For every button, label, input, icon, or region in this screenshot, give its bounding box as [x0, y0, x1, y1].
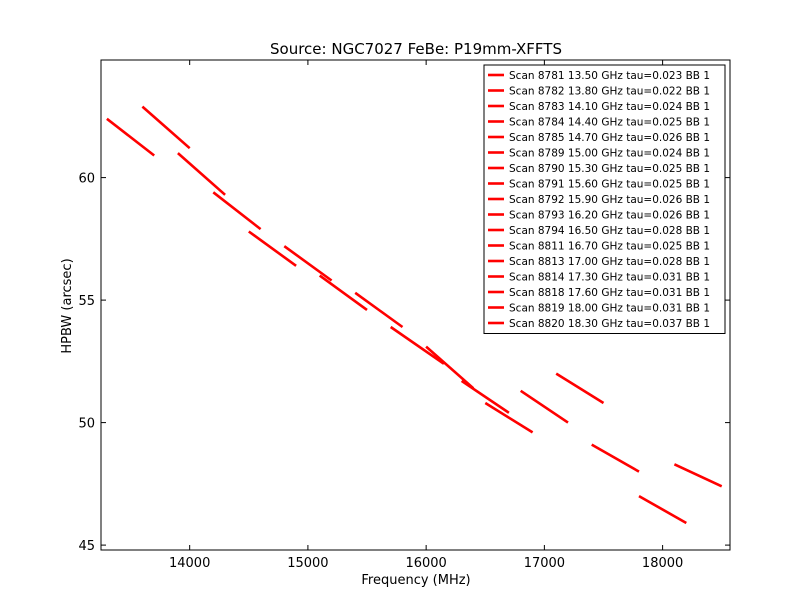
legend-entry-14: Scan 8818 17.60 GHz tau=0.031 BB 1	[509, 287, 710, 299]
series-line-14	[591, 443, 640, 473]
legend-entry-15: Scan 8819 18.00 GHz tau=0.031 BB 1	[509, 303, 710, 315]
legend-entry-1: Scan 8782 13.80 GHz tau=0.022 BB 1	[509, 86, 710, 98]
legend-entry-16: Scan 8820 18.30 GHz tau=0.037 BB 1	[509, 318, 710, 330]
x-tick-label-0: 14000	[169, 556, 210, 571]
legend-entry-3: Scan 8784 14.40 GHz tau=0.025 BB 1	[509, 117, 710, 129]
y-tick-label-3: 60	[78, 172, 95, 187]
series-line-7	[354, 291, 404, 329]
series-line-5	[283, 245, 333, 282]
chart-title: Source: NGC7027 FeBe: P19mm-XFFTS	[270, 40, 562, 58]
x-tick-label-4: 18000	[642, 556, 683, 571]
series-line-9	[425, 345, 475, 390]
legend-entry-6: Scan 8790 15.30 GHz tau=0.025 BB 1	[509, 163, 710, 175]
series-line-12	[519, 389, 569, 424]
legend-entry-10: Scan 8794 16.50 GHz tau=0.028 BB 1	[509, 225, 710, 237]
legend: Scan 8781 13.50 GHz tau=0.023 BB 1 Scan 8…	[483, 64, 726, 334]
x-tick-label-3: 17000	[524, 556, 565, 571]
axes-frame	[100, 59, 731, 551]
y-axis-label: HPBW (arcsec)	[60, 258, 75, 353]
legend-entry-11: Scan 8811 16.70 GHz tau=0.025 BB 1	[509, 241, 710, 253]
x-tick-label-2: 16000	[405, 556, 446, 571]
legend-box	[483, 64, 726, 334]
series-line-4	[248, 230, 297, 267]
series-line-6	[318, 274, 368, 311]
series-layer	[106, 105, 723, 525]
series-line-13	[555, 372, 605, 405]
axes-layer: 14000 15000 16000 17000 18000 45 50 55 60	[78, 59, 731, 571]
legend-entry-13: Scan 8814 17.30 GHz tau=0.031 BB 1	[509, 272, 710, 284]
series-line-2	[177, 152, 226, 196]
series-line-16	[673, 463, 723, 488]
y-tick-label-2: 55	[78, 294, 95, 309]
legend-entry-9: Scan 8793 16.20 GHz tau=0.026 BB 1	[509, 210, 710, 222]
legend-entry-4: Scan 8785 14.70 GHz tau=0.026 BB 1	[509, 132, 710, 144]
x-axis-label: Frequency (MHz)	[361, 573, 470, 588]
series-line-15	[638, 494, 687, 525]
legend-entry-12: Scan 8813 17.00 GHz tau=0.028 BB 1	[509, 256, 710, 268]
legend-entry-8: Scan 8792 15.90 GHz tau=0.026 BB 1	[509, 194, 710, 206]
legend-entry-0: Scan 8781 13.50 GHz tau=0.023 BB 1	[509, 70, 710, 82]
legend-entry-7: Scan 8791 15.60 GHz tau=0.025 BB 1	[509, 179, 710, 191]
series-line-0	[106, 117, 155, 157]
series-line-3	[212, 191, 262, 231]
x-tick-label-1: 15000	[287, 556, 328, 571]
legend-entry-5: Scan 8789 15.00 GHz tau=0.024 BB 1	[509, 148, 710, 160]
series-line-11	[484, 401, 534, 434]
series-line-10	[460, 379, 510, 414]
y-tick-label-0: 45	[78, 539, 95, 554]
y-tick-label-1: 50	[78, 417, 95, 432]
legend-entry-2: Scan 8783 14.10 GHz tau=0.024 BB 1	[509, 101, 710, 113]
series-line-1	[141, 105, 191, 150]
series-line-8	[389, 325, 445, 365]
